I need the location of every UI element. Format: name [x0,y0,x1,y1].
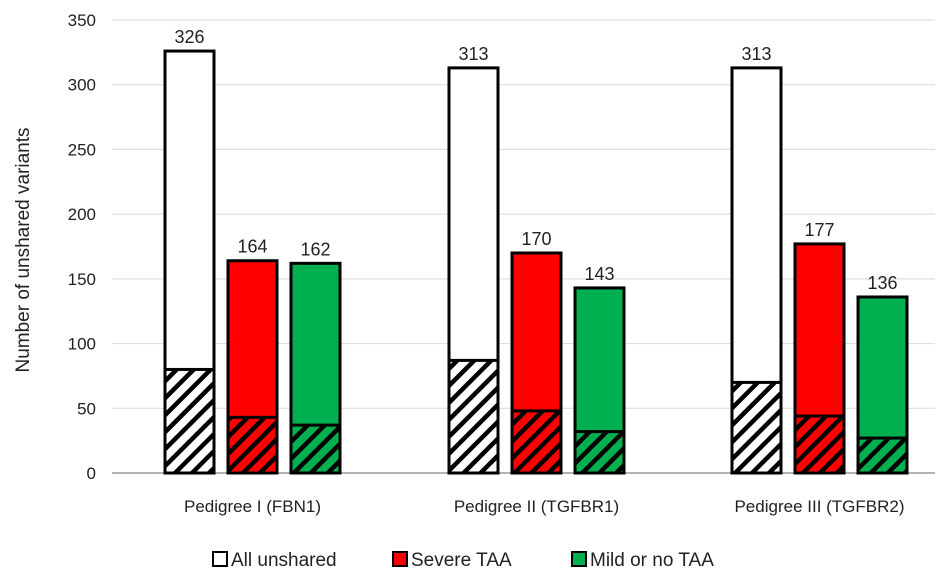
bar-hatched-all-unshared [163,367,216,475]
y-axis-ticks: 0 50 100 150 200 250 300 350 [68,11,96,483]
x-tick-label: Pedigree II (TGFBR1) [454,497,619,516]
bar-hatched-mild-or-no-taa [573,430,626,475]
y-tick-label: 0 [87,464,96,483]
legend-swatch-mild-or-no-taa [571,551,587,567]
y-tick-label: 150 [68,270,96,289]
y-tick-label: 50 [77,399,96,418]
legend: All unshared Severe TAA Mild or no TAA [212,550,714,571]
data-label: 136 [867,273,897,293]
bar-hatched-all-unshared [447,358,500,475]
x-tick-label: Pedigree I (FBN1) [184,497,321,516]
y-axis-label: Number of unshared variants [13,127,34,372]
x-axis-categories: Pedigree I (FBN1) Pedigree II (TGFBR1) Ped… [184,497,905,516]
y-tick-label: 100 [68,335,96,354]
legend-swatch-all-unshared [212,551,228,567]
bars: 326 164 162 313 170 143 313 177 136 [163,27,909,475]
x-tick-label: Pedigree III (TGFBR2) [734,497,904,516]
bar-hatched-severe-taa [510,409,563,475]
y-tick-label: 300 [68,76,96,95]
y-tick-label: 250 [68,140,96,159]
data-label: 313 [458,44,488,64]
legend-label: Severe TAA [411,550,512,571]
legend-label: Mild or no TAA [590,550,714,571]
y-tick-label: 350 [68,11,96,30]
legend-swatch-severe-taa [392,551,408,567]
y-tick-label: 200 [68,205,96,224]
data-label: 326 [174,27,204,47]
bar-hatched-all-unshared [730,380,783,475]
bar-hatched-mild-or-no-taa [856,436,909,475]
data-label: 143 [584,264,614,284]
data-label: 162 [300,239,330,259]
data-label: 170 [521,229,551,249]
bar-hatched-mild-or-no-taa [289,423,342,475]
data-label: 164 [237,237,267,257]
data-label: 313 [741,44,771,64]
bar-hatched-severe-taa [226,415,279,475]
bar-hatched-severe-taa [793,414,846,475]
legend-label: All unshared [231,550,337,571]
data-label: 177 [804,220,834,240]
